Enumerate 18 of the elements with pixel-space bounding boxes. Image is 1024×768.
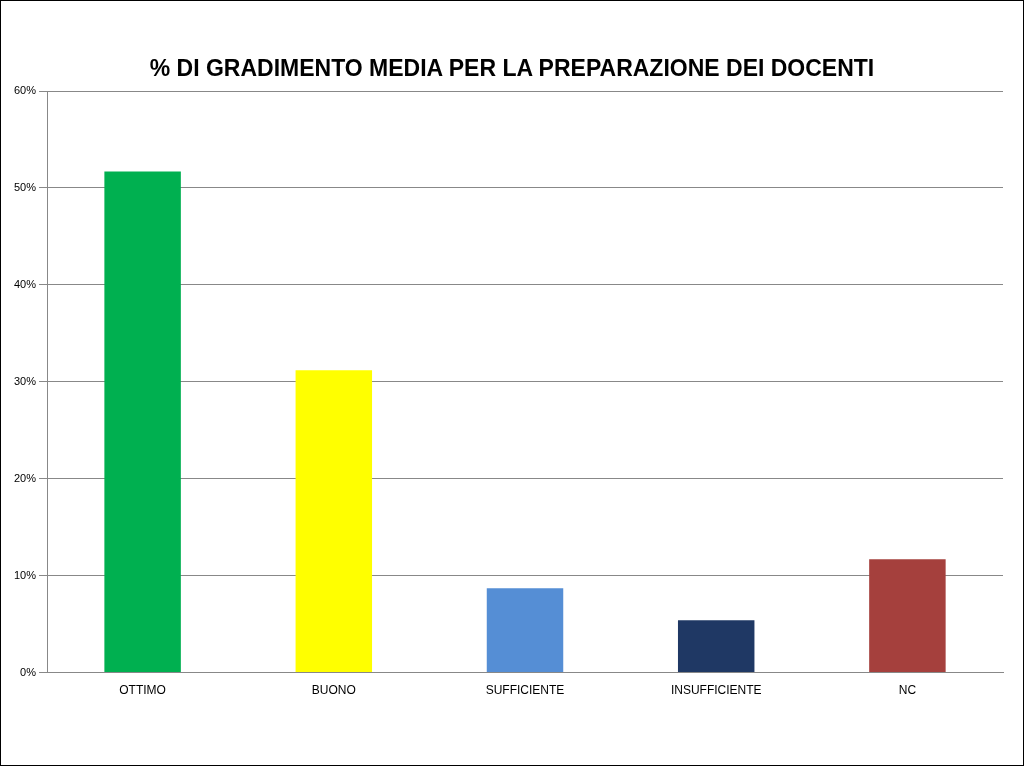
bar <box>295 370 373 673</box>
x-tick-label: NC <box>898 683 917 698</box>
y-tick-label: 60% <box>13 84 37 97</box>
bar <box>104 171 181 673</box>
y-tick-label: 10% <box>13 568 37 581</box>
x-tick-label: BUONO <box>311 683 356 698</box>
bar <box>869 559 946 673</box>
x-tick-label: OTTIMO <box>119 683 166 698</box>
y-tick-label: 50% <box>13 180 37 193</box>
x-tick-label: SUFFICIENTE <box>485 683 565 698</box>
chart-title: % DI GRADIMENTO MEDIA PER LA PREPARAZIONE DEI DOCENTI <box>148 55 876 82</box>
x-tick-label: INSUFFICIENTE <box>670 683 762 698</box>
bar <box>486 588 564 673</box>
y-tick-label: 40% <box>13 277 37 290</box>
y-tick-label: 20% <box>13 471 37 484</box>
y-tick-label: 0% <box>20 665 37 678</box>
bar <box>677 620 755 673</box>
y-tick-label: 30% <box>13 374 37 387</box>
